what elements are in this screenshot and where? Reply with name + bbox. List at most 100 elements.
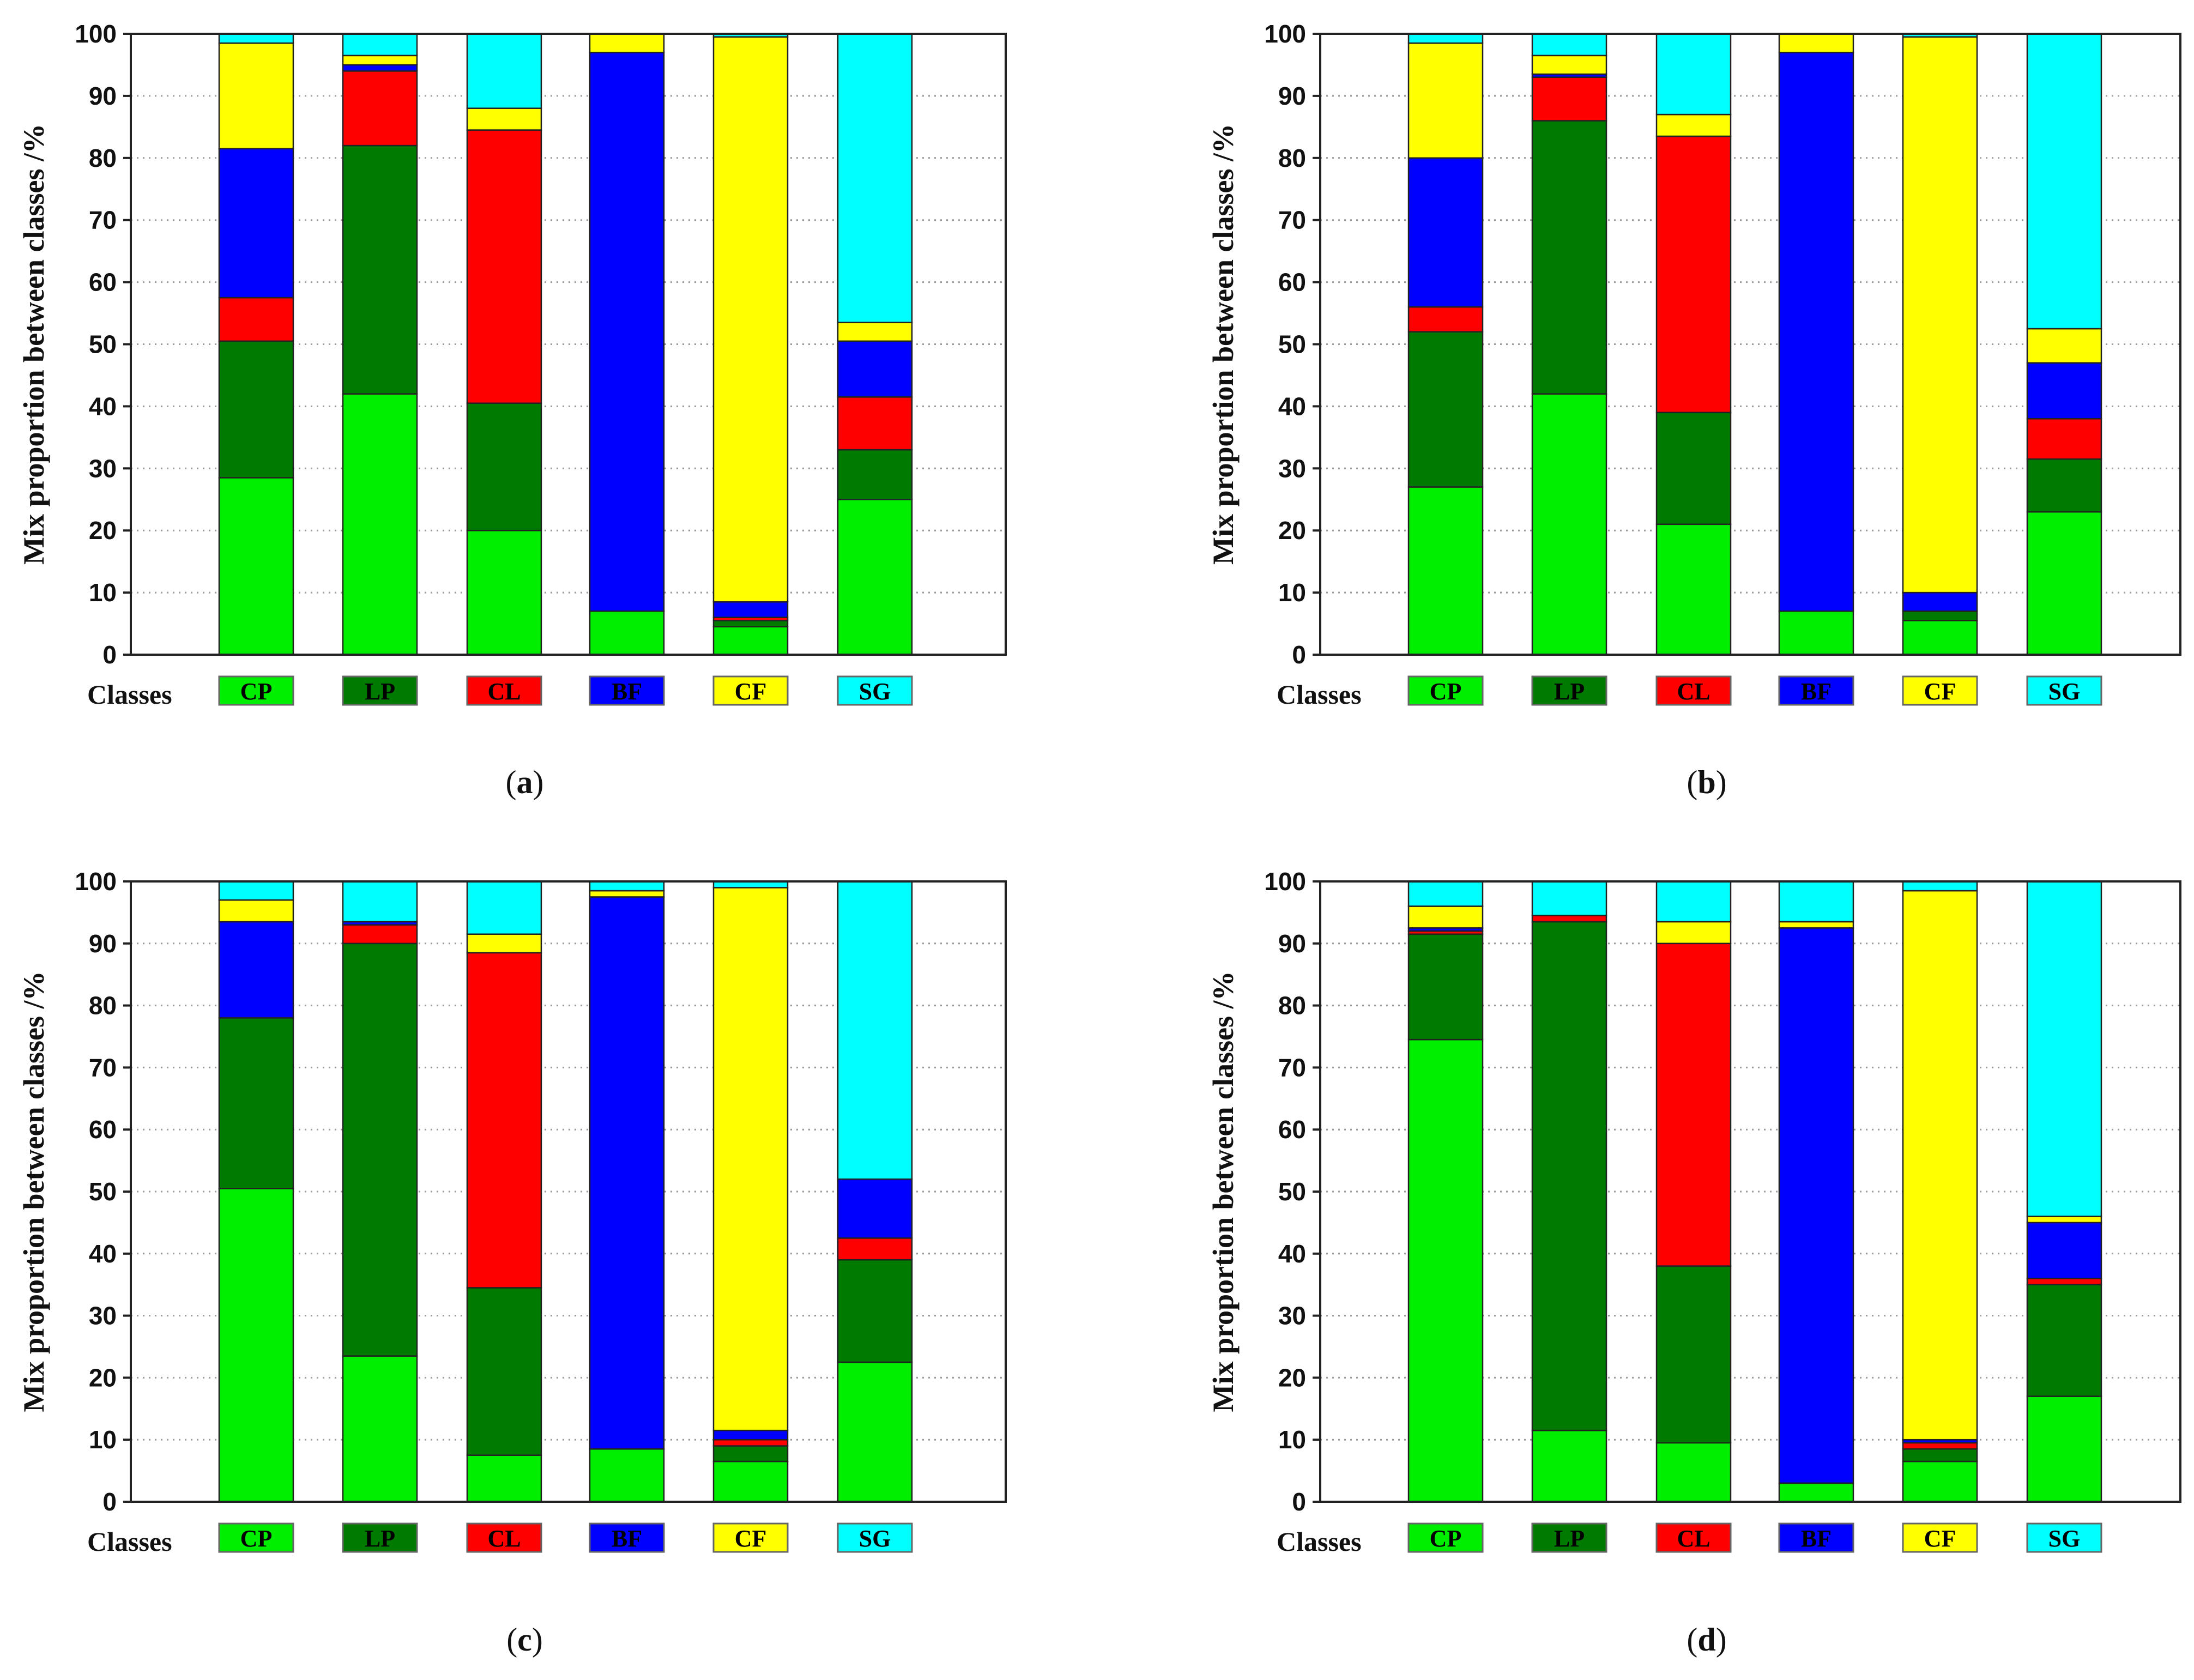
bar-segment-sg-cp: [2026, 1395, 2102, 1503]
legend-swatch-cf: [712, 1522, 789, 1553]
y-tick-label: 90: [1278, 82, 1306, 110]
y-axis-label: Mix proportion between classes /%: [1207, 971, 1240, 1412]
bar-segment-bf-bf: [1778, 927, 1854, 1484]
bar-segment-cf-cf: [712, 887, 789, 1431]
bar-segment-sg-cp: [837, 499, 913, 656]
legend-swatch-cf: [1902, 675, 1978, 706]
bar-segment-cf-cf: [1902, 890, 1978, 1441]
y-tick-label: 100: [75, 20, 117, 48]
bar-segment-cp-sg: [218, 33, 294, 44]
bar-segment-lp-lp: [1531, 921, 1607, 1431]
legend-label-bf: BF: [612, 678, 642, 705]
bar-segment-bf-cf: [589, 33, 665, 53]
bar-segment-sg-sg: [837, 880, 913, 1180]
bar-segment-cf-cl: [1902, 1442, 1978, 1450]
panel-label-open-paren: (: [506, 1622, 517, 1658]
bar-segment-cf-sg: [1902, 880, 1978, 892]
bar-segment-cp-cf: [218, 42, 294, 149]
y-tick-label: 40: [1278, 392, 1306, 420]
y-tick-label: 70: [1278, 206, 1306, 234]
y-tick-label: 0: [1292, 1488, 1306, 1516]
y-tick-label: 20: [1278, 1363, 1306, 1392]
bar-segment-cl-cp: [1655, 523, 1732, 656]
bar-segment-sg-cl: [2026, 1278, 2102, 1285]
legend-swatch-sg: [837, 1522, 913, 1553]
bar-segment-cp-bf: [218, 921, 294, 1019]
bar-segment-sg-cl: [2026, 418, 2102, 460]
legend-swatch-cp: [218, 675, 294, 706]
y-tick-label: 100: [75, 867, 117, 896]
bar-segment-cl-cf: [466, 933, 542, 954]
legend-label-cl: CL: [1677, 1525, 1710, 1552]
bar-segment-cp-sg: [1407, 880, 1484, 907]
bar-segment-cp-lp: [1407, 933, 1484, 1041]
bar-segment-cf-bf: [1902, 591, 1978, 612]
bar-segment-sg-bf: [837, 1178, 913, 1239]
legend-label-bf: BF: [1801, 678, 1832, 705]
legend-label-lp: LP: [1554, 1525, 1585, 1552]
panel-label: (b): [1687, 764, 1726, 800]
y-tick-label: 80: [1278, 144, 1306, 172]
bar-segment-cp-cp: [218, 1188, 294, 1503]
legend-swatch-cl: [1655, 675, 1732, 706]
bar-segment-cp-cp: [1407, 1038, 1484, 1503]
bar-segment-sg-sg: [837, 33, 913, 323]
legend-swatch-bf: [1778, 1522, 1854, 1553]
y-tick-label: 20: [89, 516, 117, 545]
x-axis-label: Classes: [87, 1526, 172, 1557]
bar-segment-lp-cl: [342, 70, 418, 147]
y-tick-label: 90: [89, 82, 117, 110]
bar-segment-lp-cp: [1531, 393, 1607, 656]
x-axis-label: Classes: [1277, 1526, 1362, 1557]
bar-segment-cp-lp: [1407, 331, 1484, 488]
legend-swatch-bf: [1778, 675, 1854, 706]
y-tick-label: 30: [1278, 454, 1306, 482]
legend-label-cf: CF: [1924, 678, 1956, 705]
chart-panel-b: 0 10 20 30 40 50 60 70 80 90 100 Mix proportion bet…: [1207, 20, 2181, 800]
legend-swatch-cf: [712, 675, 789, 706]
legend-label-lp: LP: [365, 1525, 395, 1552]
bar-segment-sg-bf: [2026, 362, 2102, 420]
panel-label-letter: c: [517, 1622, 532, 1658]
legend-swatch-cl: [466, 1522, 542, 1553]
legend-label-cp: CP: [1430, 678, 1462, 705]
bar-segment-cl-lp: [1655, 1265, 1732, 1444]
legend-swatch-cp: [1407, 675, 1484, 706]
y-tick-label: 60: [89, 268, 117, 297]
bar-segment-sg-lp: [2026, 1284, 2102, 1397]
legend-label-sg: SG: [2048, 1525, 2081, 1552]
panel-label: (a): [506, 764, 544, 800]
legend-swatch-sg: [2026, 1522, 2102, 1553]
bar-segment-lp-cl: [342, 924, 418, 945]
bar-segment-cf-lp: [712, 1445, 789, 1463]
bar-segment-sg-cp: [837, 1361, 913, 1503]
bar-segment-cp-cl: [1407, 306, 1484, 333]
bar-segment-bf-bf: [589, 896, 665, 1450]
legend-swatch-bf: [589, 1522, 665, 1553]
bar-segment-cf-cl: [712, 1439, 789, 1447]
bar-segment-cf-bf: [712, 601, 789, 618]
y-tick-label: 90: [89, 929, 117, 958]
bar-segment-cp-cp: [1407, 486, 1484, 656]
bar-segment-sg-lp: [2026, 458, 2102, 513]
panel-label-letter: a: [517, 764, 533, 800]
legend-swatch-lp: [342, 675, 418, 706]
bar-segment-bf-cp: [1778, 1482, 1854, 1503]
bar-segment-cp-cf: [1407, 905, 1484, 929]
legend-label-bf: BF: [1801, 1525, 1832, 1552]
y-tick-label: 70: [89, 206, 117, 234]
legend-swatch-sg: [837, 675, 913, 706]
y-tick-label: 0: [102, 1488, 117, 1516]
bar-segment-sg-sg: [2026, 33, 2102, 330]
bar-segment-bf-bf: [1778, 51, 1854, 612]
y-tick-label: 10: [1278, 578, 1306, 607]
bar-segment-sg-cf: [837, 322, 913, 342]
bar-segment-bf-cf: [1778, 33, 1854, 53]
bar-segment-cl-cl: [1655, 942, 1732, 1267]
bar-segment-lp-sg: [1531, 880, 1607, 916]
y-tick-label: 10: [89, 578, 117, 607]
legend-swatch-cl: [1655, 1522, 1732, 1553]
panel-label-close-paren: ): [1716, 764, 1727, 800]
bar-segment-cl-sg: [1655, 33, 1732, 116]
bar-segment-bf-cf: [589, 890, 665, 898]
